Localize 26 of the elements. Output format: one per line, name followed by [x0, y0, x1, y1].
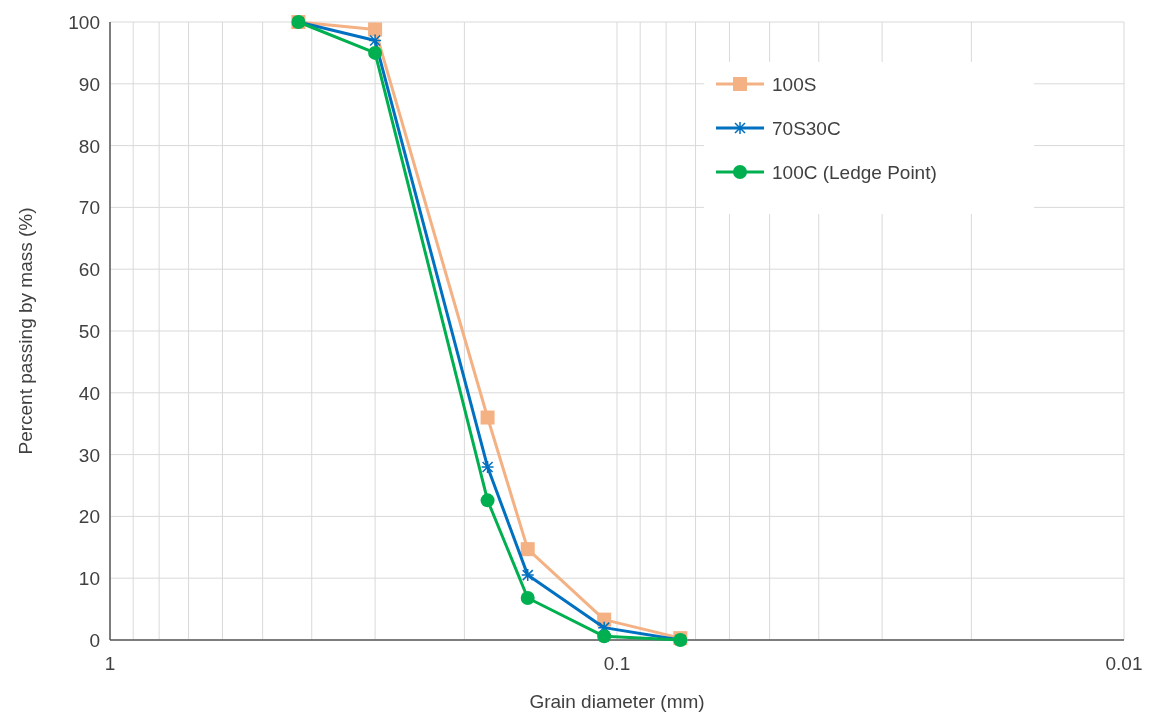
point [368, 45, 383, 60]
legend-label: 70S30C [772, 118, 841, 139]
legend-label: 100C (Ledge Point) [772, 162, 937, 183]
x-tick-label: 0.01 [1105, 653, 1143, 674]
point [597, 629, 612, 644]
point [520, 590, 535, 605]
x-tick-label: 0.1 [603, 653, 631, 674]
y-axis-title: Percent passing by mass (%) [15, 207, 36, 455]
y-tick-label: 20 [78, 506, 100, 528]
x-axis-title: Grain diameter (mm) [529, 691, 705, 712]
point [368, 22, 383, 37]
y-tick-label: 90 [78, 73, 100, 95]
point [520, 568, 535, 582]
point [520, 542, 535, 557]
y-tick-label: 0 [89, 630, 100, 651]
y-tick-label: 80 [78, 135, 100, 157]
y-tick-label: 30 [78, 444, 100, 466]
x-tick-label: 1 [104, 653, 116, 674]
y-tick-label: 100 [68, 12, 100, 33]
point [368, 33, 382, 48]
y-tick-label: 70 [78, 197, 100, 219]
y-tick-label: 40 [78, 382, 100, 404]
y-tick-label: 10 [78, 568, 100, 590]
y-tick-label: 60 [78, 259, 100, 281]
y-tick-label: 50 [78, 321, 100, 342]
legend-label: 100S [772, 74, 817, 95]
